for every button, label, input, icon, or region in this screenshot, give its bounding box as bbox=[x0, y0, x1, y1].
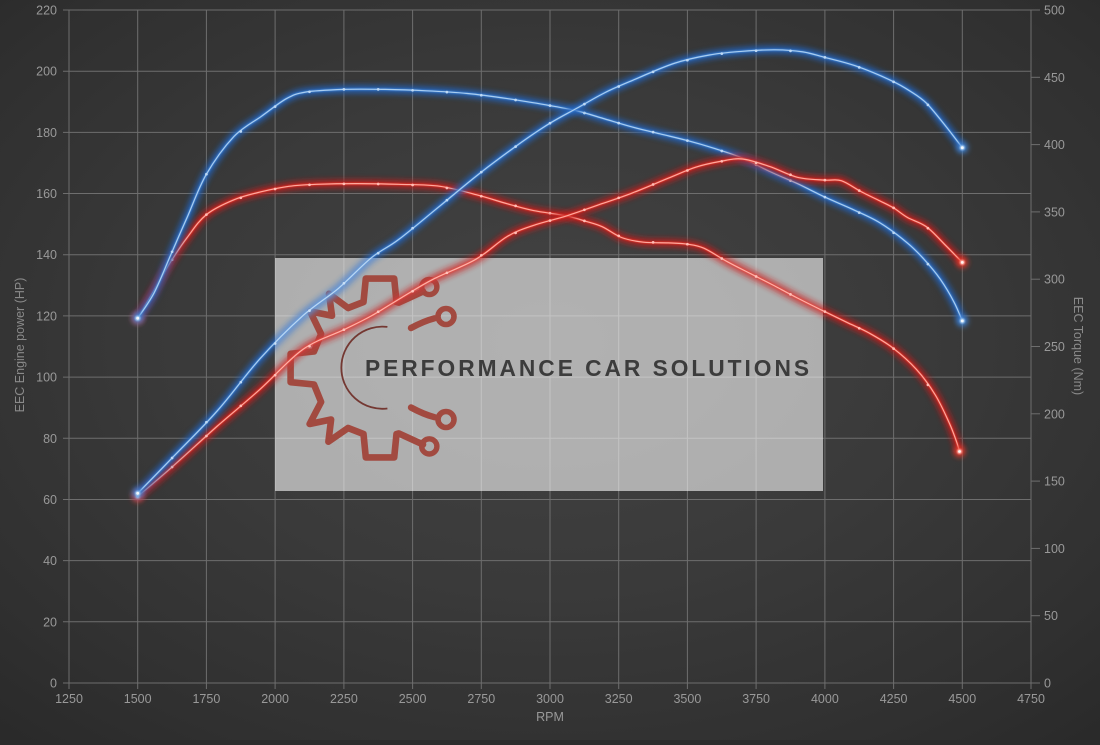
svg-text:2750: 2750 bbox=[467, 692, 495, 706]
svg-text:4500: 4500 bbox=[948, 692, 976, 706]
svg-text:500: 500 bbox=[1044, 4, 1065, 18]
svg-text:EEC Engine power (HP): EEC Engine power (HP) bbox=[13, 278, 27, 413]
svg-text:3750: 3750 bbox=[742, 692, 770, 706]
svg-text:250: 250 bbox=[1044, 340, 1065, 354]
svg-text:2250: 2250 bbox=[330, 692, 358, 706]
svg-text:3250: 3250 bbox=[605, 692, 633, 706]
svg-text:140: 140 bbox=[36, 248, 57, 262]
svg-text:1250: 1250 bbox=[55, 692, 83, 706]
svg-text:4750: 4750 bbox=[1017, 692, 1045, 706]
svg-text:160: 160 bbox=[36, 187, 57, 201]
svg-text:80: 80 bbox=[43, 432, 57, 446]
svg-text:450: 450 bbox=[1044, 71, 1065, 85]
svg-text:20: 20 bbox=[43, 615, 57, 629]
svg-text:2000: 2000 bbox=[261, 692, 289, 706]
svg-text:4250: 4250 bbox=[880, 692, 908, 706]
svg-text:50: 50 bbox=[1044, 609, 1058, 623]
svg-text:120: 120 bbox=[36, 309, 57, 323]
svg-text:100: 100 bbox=[1044, 542, 1065, 556]
svg-text:0: 0 bbox=[50, 677, 57, 691]
svg-text:0: 0 bbox=[1044, 677, 1051, 691]
svg-text:3000: 3000 bbox=[536, 692, 564, 706]
svg-text:350: 350 bbox=[1044, 205, 1065, 219]
svg-text:300: 300 bbox=[1044, 273, 1065, 287]
svg-text:1500: 1500 bbox=[124, 692, 152, 706]
svg-text:4000: 4000 bbox=[811, 692, 839, 706]
svg-text:40: 40 bbox=[43, 554, 57, 568]
svg-text:150: 150 bbox=[1044, 475, 1065, 489]
svg-text:EEC Torque (Nm): EEC Torque (Nm) bbox=[1071, 297, 1085, 395]
svg-text:2500: 2500 bbox=[399, 692, 427, 706]
svg-text:PERFORMANCE CAR SOLUTIONS: PERFORMANCE CAR SOLUTIONS bbox=[365, 355, 812, 381]
svg-text:100: 100 bbox=[36, 371, 57, 385]
svg-text:220: 220 bbox=[36, 4, 57, 18]
svg-text:RPM: RPM bbox=[536, 710, 564, 724]
svg-text:1750: 1750 bbox=[192, 692, 220, 706]
svg-text:3500: 3500 bbox=[673, 692, 701, 706]
svg-text:180: 180 bbox=[36, 126, 57, 140]
svg-text:200: 200 bbox=[1044, 407, 1065, 421]
svg-text:60: 60 bbox=[43, 493, 57, 507]
svg-text:200: 200 bbox=[36, 65, 57, 79]
svg-text:400: 400 bbox=[1044, 138, 1065, 152]
